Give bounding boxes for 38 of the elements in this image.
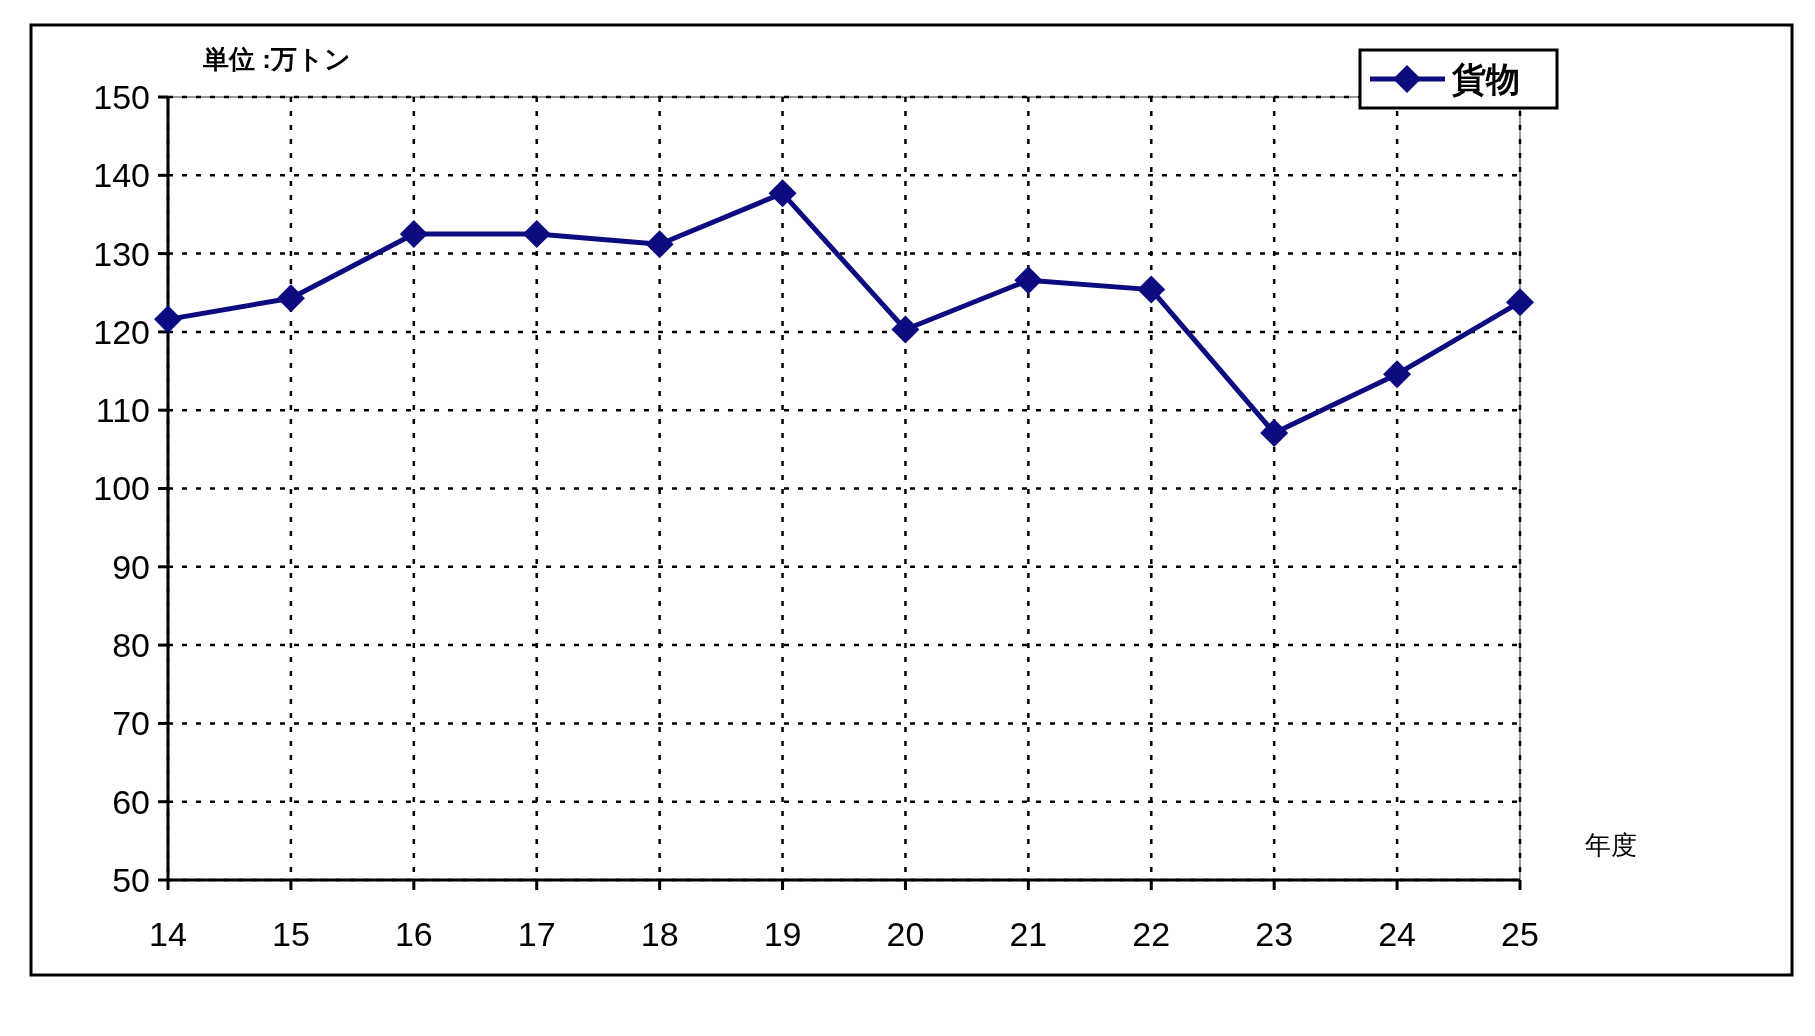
point	[1260, 418, 1289, 447]
x-tick-label: 15	[272, 915, 310, 953]
point	[645, 230, 674, 259]
point	[1014, 266, 1043, 295]
x-tick-label: 25	[1501, 915, 1539, 953]
y-tick-label: 130	[93, 234, 150, 273]
y-axis-title: 単位 :万トン	[202, 44, 351, 74]
point	[1137, 275, 1166, 304]
y-tick-label: 140	[93, 156, 150, 195]
y-tick-label: 120	[93, 312, 150, 351]
y-tick-label: 110	[95, 391, 150, 430]
x-tick-label: 23	[1255, 915, 1294, 953]
point	[154, 305, 182, 334]
x-tick-label: 16	[394, 915, 433, 953]
y-tick-label: 70	[112, 704, 150, 743]
y-tick-label: 90	[112, 547, 150, 586]
point	[1506, 288, 1534, 317]
x-tick-label: 17	[517, 915, 556, 953]
point	[768, 179, 797, 208]
x-tick-label: 21	[1009, 915, 1048, 953]
y-tick-label: 80	[112, 626, 150, 664]
legend-label: 貨物	[1451, 59, 1520, 98]
x-tick-label: 19	[763, 915, 802, 953]
y-tick-label: 100	[93, 469, 150, 508]
x-tick-label: 18	[640, 915, 679, 953]
y-tick-label: 150	[93, 77, 150, 116]
point	[891, 315, 920, 344]
point	[399, 220, 428, 249]
x-tick-label: 14	[149, 915, 187, 953]
y-tick-label: 50	[112, 860, 150, 899]
x-axis-title: 年度	[1585, 830, 1637, 860]
point	[1383, 360, 1412, 389]
point	[276, 284, 305, 313]
x-tick-label: 20	[886, 915, 925, 953]
y-tick-label: 60	[112, 782, 150, 821]
point	[522, 220, 551, 249]
x-tick-label: 24	[1378, 915, 1417, 953]
x-tick-label: 22	[1132, 915, 1171, 953]
